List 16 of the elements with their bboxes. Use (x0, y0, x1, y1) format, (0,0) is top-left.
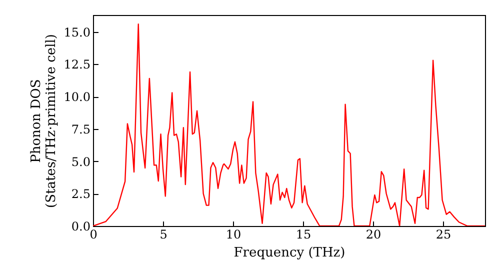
y-axis-title: Phonon DOS (States/THz·primitive cell) (28, 34, 59, 208)
x-tick-label: 10 (226, 228, 242, 242)
x-axis-title: Frequency (THz) (234, 246, 346, 260)
y-tick-label: 15.0 (64, 25, 90, 40)
x-tick-label: 25 (436, 228, 452, 242)
x-tick-label: 0 (90, 228, 98, 242)
y-tick-label: 5.0 (71, 154, 90, 169)
x-tick-label: 20 (366, 228, 382, 242)
y-tick-label: 2.5 (71, 187, 90, 202)
y-tick-label: 12.5 (64, 58, 90, 72)
x-tick-label: 15 (296, 228, 312, 242)
y-tick-label: 10.0 (64, 90, 90, 104)
line-series (93, 23, 485, 226)
y-tick-label: 7.5 (71, 122, 90, 136)
x-tick-label: 5 (160, 228, 168, 242)
y-tick-label: 0.0 (71, 220, 90, 234)
